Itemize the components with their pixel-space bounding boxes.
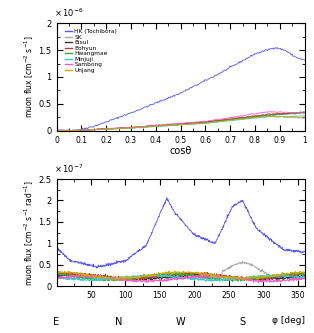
Bisul	[55, 129, 58, 133]
Bohyun	[207, 120, 211, 124]
Bohyun	[280, 112, 284, 116]
Bisul	[56, 129, 60, 133]
Sambong	[207, 119, 211, 123]
Text: E: E	[53, 317, 60, 327]
Bisul	[302, 110, 306, 114]
SK	[56, 129, 59, 133]
HK (Tochibora)	[203, 78, 207, 82]
Hwangmae	[203, 121, 207, 125]
Hwangmae	[55, 129, 58, 133]
Bisul	[264, 113, 268, 117]
Bohyun	[60, 129, 63, 133]
Sambong	[268, 110, 272, 114]
Minjuji	[202, 121, 206, 125]
Unjang	[265, 114, 269, 118]
Hwangmae	[60, 129, 63, 133]
SK	[202, 120, 205, 124]
Line: Hwangmae: Hwangmae	[57, 113, 305, 131]
Bisul	[303, 110, 306, 114]
Unjang	[56, 129, 60, 133]
Minjuji	[203, 122, 207, 126]
Hwangmae	[280, 113, 284, 117]
SK	[55, 129, 58, 133]
Bisul	[56, 129, 59, 133]
HK (Tochibora)	[303, 58, 306, 62]
Sambong	[303, 111, 306, 115]
Unjang	[55, 129, 58, 133]
Unjang	[281, 115, 285, 119]
Bohyun	[202, 120, 206, 124]
Unjang	[207, 121, 211, 125]
Hwangmae	[264, 113, 268, 117]
SK	[303, 116, 306, 120]
Minjuji	[207, 121, 211, 125]
Y-axis label: muon flux [cm$^{-2}$ s$^{-1}$]: muon flux [cm$^{-2}$ s$^{-1}$]	[23, 36, 36, 118]
Line: HK (Tochibora): HK (Tochibora)	[57, 47, 305, 131]
Bisul	[202, 120, 206, 124]
Bisul	[203, 120, 207, 124]
Minjuji	[302, 114, 306, 118]
Line: Bohyun: Bohyun	[57, 112, 305, 131]
Hwangmae	[300, 111, 304, 115]
Text: N: N	[115, 317, 122, 327]
Sambong	[202, 120, 206, 124]
SK	[264, 114, 268, 118]
Bohyun	[56, 129, 59, 133]
Unjang	[303, 115, 306, 119]
Y-axis label: muon flux [cm$^{-2}$ s$^{-1}$ rad$^{-1}$]: muon flux [cm$^{-2}$ s$^{-1}$ rad$^{-1}$…	[23, 180, 36, 286]
Line: Bisul: Bisul	[57, 112, 305, 131]
Unjang	[203, 121, 207, 125]
Bohyun	[203, 120, 207, 124]
Line: Minjuji: Minjuji	[57, 116, 305, 131]
Minjuji	[303, 114, 306, 118]
Sambong	[281, 110, 285, 114]
SK	[207, 119, 210, 123]
Legend: HK (Tochibora), SK, Bisul, Bohyun, Hwangmae, Minjuji, Sambong, Unjang: HK (Tochibora), SK, Bisul, Bohyun, Hwang…	[64, 28, 118, 74]
Line: SK: SK	[57, 116, 305, 131]
Minjuji	[264, 115, 268, 119]
Bisul	[280, 112, 284, 116]
SK	[280, 115, 284, 119]
Text: $\times\,10^{-7}$: $\times\,10^{-7}$	[54, 162, 83, 175]
Sambong	[264, 110, 268, 114]
Bohyun	[303, 110, 306, 114]
HK (Tochibora)	[56, 129, 59, 133]
HK (Tochibora)	[275, 45, 279, 49]
Text: $\times\,10^{-6}$: $\times\,10^{-6}$	[54, 7, 84, 19]
Bohyun	[264, 113, 268, 117]
Line: Sambong: Sambong	[57, 112, 305, 131]
Hwangmae	[303, 111, 306, 115]
Text: φ [deg]: φ [deg]	[272, 316, 305, 325]
HK (Tochibora)	[55, 128, 58, 132]
Unjang	[202, 121, 206, 125]
SK	[271, 114, 275, 118]
SK	[202, 119, 206, 123]
HK (Tochibora)	[207, 77, 211, 81]
Text: S: S	[240, 317, 246, 327]
HK (Tochibora)	[65, 129, 69, 133]
Sambong	[56, 129, 60, 133]
Sambong	[56, 129, 59, 133]
HK (Tochibora)	[281, 48, 285, 52]
Hwangmae	[202, 121, 206, 125]
Bisul	[207, 120, 211, 124]
HK (Tochibora)	[202, 79, 206, 83]
Minjuji	[56, 129, 60, 133]
X-axis label: cosθ: cosθ	[170, 146, 192, 156]
Hwangmae	[56, 129, 59, 133]
Sambong	[203, 120, 207, 124]
Minjuji	[280, 115, 284, 119]
HK (Tochibora)	[264, 48, 268, 52]
Unjang	[264, 115, 268, 119]
Text: W: W	[176, 317, 185, 327]
Bohyun	[55, 129, 58, 133]
Minjuji	[55, 129, 58, 133]
Sambong	[55, 128, 58, 132]
Hwangmae	[207, 120, 211, 124]
Unjang	[56, 129, 59, 133]
Line: Unjang: Unjang	[57, 116, 305, 131]
Minjuji	[56, 129, 59, 133]
